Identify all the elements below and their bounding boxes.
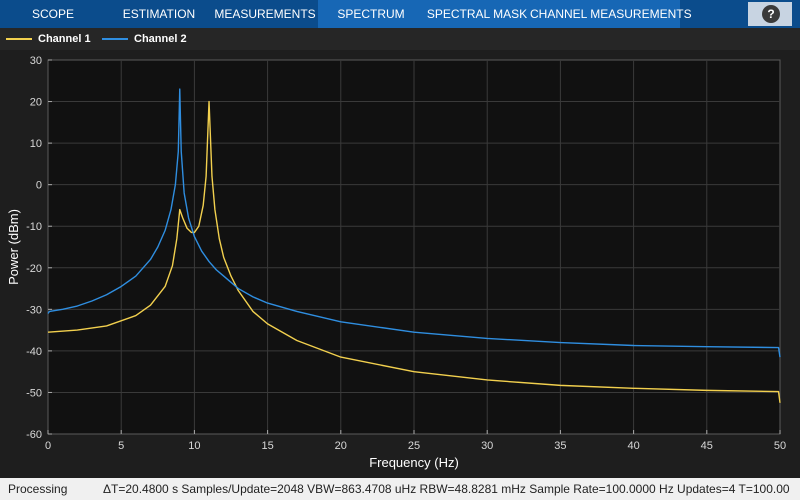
y-tick-label: -60 (26, 429, 42, 441)
legend-swatch (6, 38, 32, 40)
legend-label: Channel 1 (38, 33, 91, 45)
legend-item-channel-2[interactable]: Channel 2 (102, 28, 187, 50)
status-details: ΔT=20.4800 s Samples/Update=2048 VBW=863… (103, 482, 790, 496)
x-tick-label: 35 (554, 440, 566, 452)
y-tick-label: -50 (26, 387, 42, 399)
tab-channel-measurements[interactable]: CHANNEL MEASUREMENTS (530, 0, 692, 28)
y-tick-label: 20 (30, 97, 42, 109)
tab-measurements[interactable]: MEASUREMENTS (214, 7, 316, 21)
y-tick-label: -20 (26, 263, 42, 275)
y-axis-label: Power (dBm) (6, 209, 21, 285)
legend-label: Channel 2 (134, 33, 187, 45)
question-mark-icon: ? (762, 5, 780, 23)
y-tick-label: 0 (36, 180, 42, 192)
x-tick-label: 25 (408, 440, 420, 452)
x-tick-label: 30 (481, 440, 493, 452)
spectrum-plot[interactable]: 0 5 10 15 20 25 30 35 40 45 50 30 20 10 0 -10 -20 -30 -40 -… (0, 50, 800, 478)
y-tick-label: -30 (26, 304, 42, 316)
x-tick-label: 40 (627, 440, 639, 452)
y-tick-label: 30 (30, 55, 42, 67)
x-axis-label: Frequency (Hz) (369, 455, 459, 470)
legend: Channel 1 Channel 2 (0, 28, 800, 50)
series-line-channel-1 (47, 100, 781, 403)
status-state: Processing (8, 482, 68, 496)
x-tick-label: 15 (261, 440, 273, 452)
toolbar: SCOPE ESTIMATION MEASUREMENTS SPECTRUM S… (0, 0, 800, 28)
x-tick-label: 45 (701, 440, 713, 452)
tab-spectrum[interactable]: SPECTRUM (318, 0, 424, 28)
y-tick-label: -40 (26, 346, 42, 358)
status-bar: Processing ΔT=20.4800 s Samples/Update=2… (0, 478, 800, 500)
series-line-channel-2 (47, 88, 781, 358)
tab-estimation[interactable]: ESTIMATION (122, 7, 196, 21)
tab-scope[interactable]: SCOPE (31, 7, 74, 21)
y-tick-label: -10 (26, 221, 42, 233)
x-tick-label: 5 (118, 440, 124, 452)
x-tick-label: 0 (45, 440, 51, 452)
x-tick-label: 50 (774, 440, 786, 452)
tab-spectral-mask[interactable]: SPECTRAL MASK (424, 0, 530, 28)
x-tick-label: 20 (335, 440, 347, 452)
legend-item-channel-1[interactable]: Channel 1 (6, 28, 91, 50)
legend-swatch (102, 38, 128, 40)
y-tick-label: 10 (30, 138, 42, 150)
x-tick-label: 10 (188, 440, 200, 452)
help-button[interactable]: ? (748, 2, 792, 26)
